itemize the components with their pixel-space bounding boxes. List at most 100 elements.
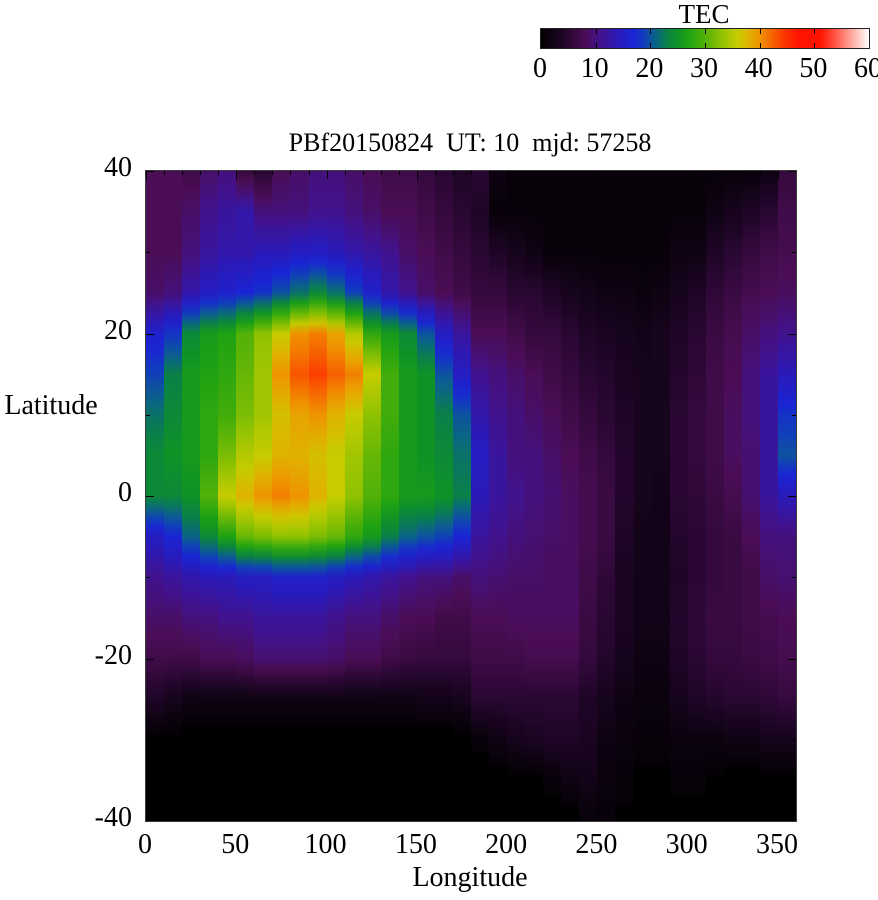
heatmap-column [561,171,581,821]
colorbar-tick [595,29,597,34]
x-tick [272,171,274,175]
x-tick [777,813,779,821]
x-tick [452,171,454,175]
x-tick [489,171,491,175]
x-tick [615,817,617,821]
plot-title: PBf20150824 UT: 10 mjd: 57258 [288,128,652,157]
x-tick [164,171,166,175]
x-tick [416,171,418,179]
x-tick [651,817,653,821]
x-tick [236,813,238,821]
x-tick [471,817,472,821]
heatmap-column [669,171,689,821]
x-tick [308,171,310,175]
x-tick [182,817,184,821]
x-tick [687,171,689,179]
colorbar-tick [759,29,761,34]
x-tick [687,813,689,821]
heatmap-column [452,171,472,821]
heatmap-column [182,171,201,821]
y-tick-label: -20 [94,639,132,671]
heatmap-column [254,171,274,821]
x-tick [380,171,382,175]
heatmap-column [543,171,562,821]
x-tick [146,171,147,179]
heatmap-column [218,171,237,821]
x-tick [362,171,364,175]
heatmap-column [326,171,346,821]
x-tick [398,171,400,175]
y-tick-label: 0 [118,477,132,508]
y-tick [788,496,796,497]
x-axis-label: Longitude [412,862,528,893]
x-tick [705,171,707,175]
y-tick [788,171,796,172]
x-tick [326,813,328,821]
x-tick [759,817,761,821]
x-tick [344,171,346,175]
heatmap-column [759,171,779,821]
y-tick [788,658,796,660]
heatmap-column [380,171,400,821]
colorbar-tick [705,43,706,48]
x-tick [218,171,220,175]
x-tick [380,817,382,821]
x-tick [579,171,581,175]
x-tick [741,817,743,821]
x-tick [597,813,599,821]
x-tick [452,817,454,821]
heatmap-column [398,171,418,821]
heatmap-column [651,171,671,821]
colorbar-tick-label: 20 [635,53,664,84]
y-tick [788,820,796,821]
heatmap-column [687,171,707,821]
x-tick-label: 200 [485,829,528,860]
colorbar-title: TEC [678,0,730,29]
x-tick [525,817,527,821]
y-tick [788,333,796,335]
colorbar-tick [759,43,761,48]
x-tick [416,813,418,821]
x-tick [777,171,779,179]
x-tick [705,817,707,821]
y-tick [146,333,154,335]
x-tick [200,171,202,175]
colorbar [540,28,870,49]
x-tick [471,171,472,175]
x-tick [362,817,364,821]
x-tick [561,817,563,821]
y-tick-label: 20 [104,314,132,346]
colorbar-tick [705,29,706,34]
x-tick [434,171,436,175]
heatmap-column [615,171,635,821]
y-tick [792,414,796,416]
x-tick [723,171,725,175]
y-tick [146,658,154,660]
x-tick [489,817,491,821]
colorbar-tick-label: 40 [744,53,773,84]
y-tick [792,577,796,579]
x-tick [759,171,761,175]
y-tick [146,171,154,172]
x-tick [272,817,274,821]
heatmap-column [236,171,256,821]
heatmap-column [290,171,310,821]
colorbar-tick-label: 30 [690,53,718,84]
colorbar-tick-label: 60 [854,53,878,84]
x-tick [597,171,599,179]
y-tick [146,739,150,741]
x-tick [669,817,671,821]
x-tick-label: 150 [394,829,437,860]
x-tick [507,171,509,179]
colorbar-tick [814,29,816,34]
x-tick [200,817,202,821]
x-tick [525,171,527,175]
heatmap-column [434,171,454,821]
heatmap-column [344,171,364,821]
y-tick [146,577,150,579]
x-tick [741,171,743,175]
x-tick [236,171,238,179]
x-tick [254,171,256,175]
heatmap-column [471,171,490,821]
